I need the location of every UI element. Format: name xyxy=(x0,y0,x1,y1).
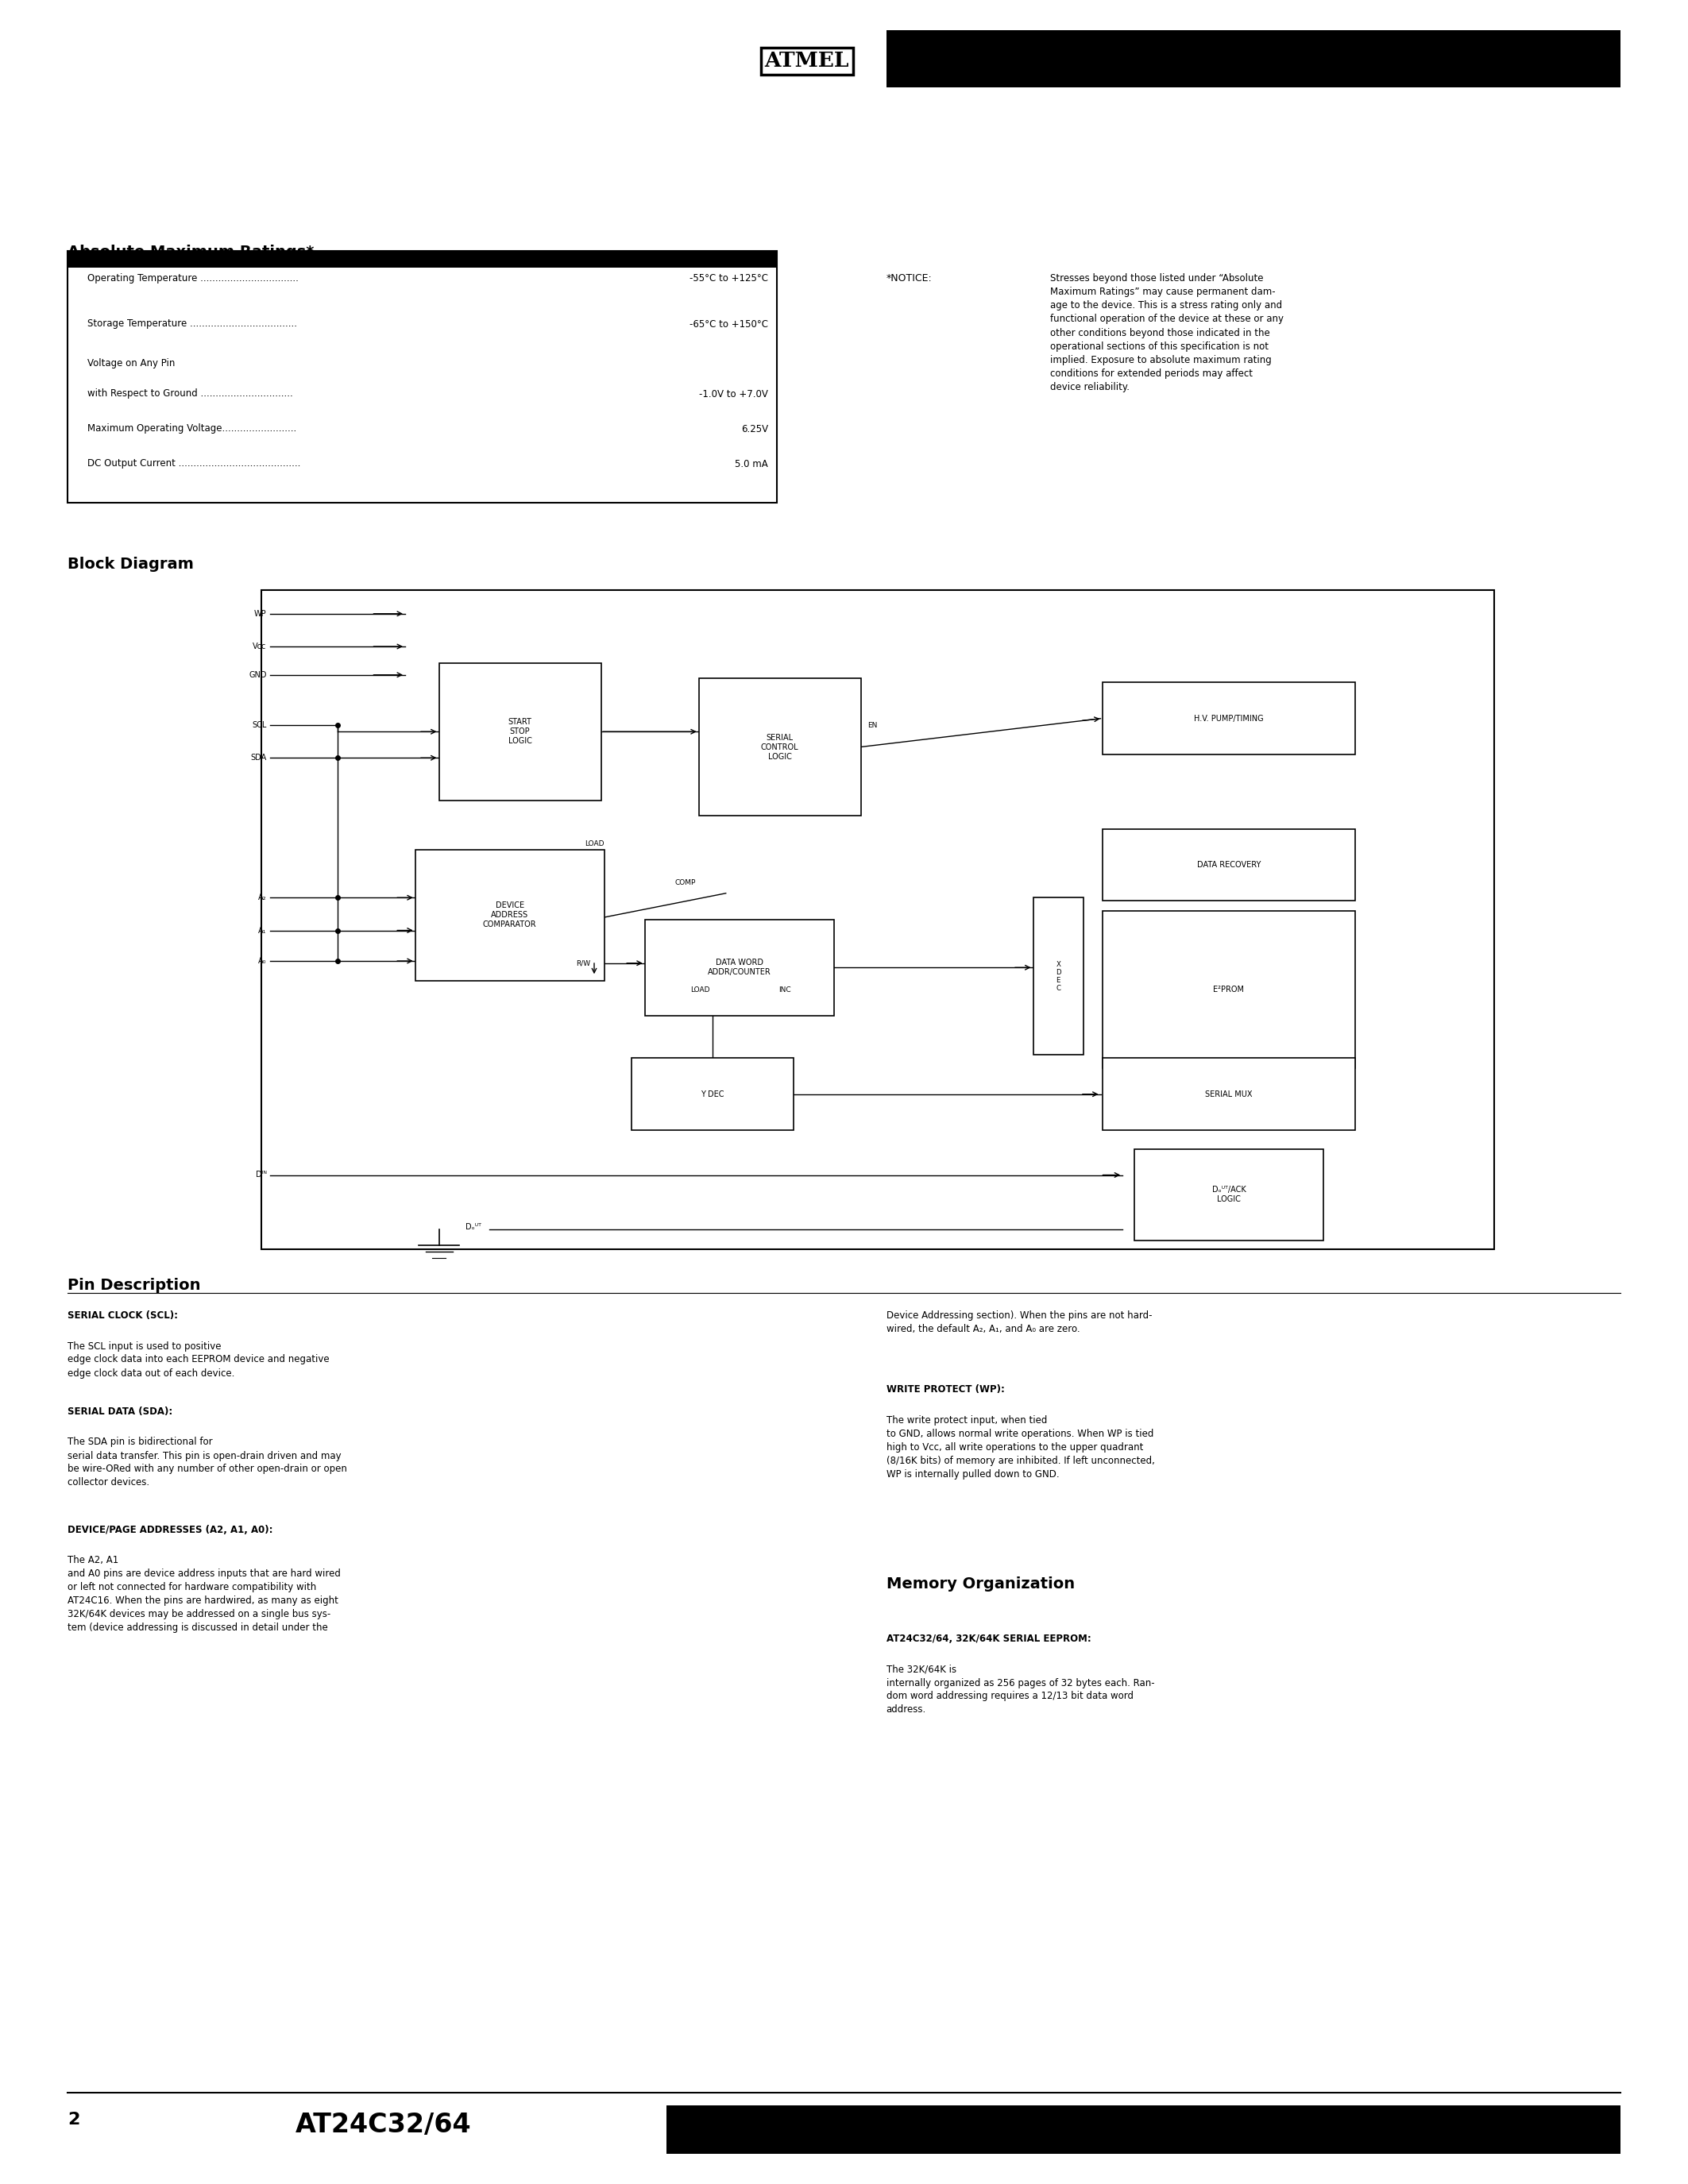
Bar xyxy=(667,2105,1620,2153)
Text: WRITE PROTECT (WP):: WRITE PROTECT (WP): xyxy=(886,1385,1004,1396)
Text: Vᴄᴄ: Vᴄᴄ xyxy=(253,642,267,651)
Text: DATA WORD
ADDR/COUNTER: DATA WORD ADDR/COUNTER xyxy=(707,959,771,976)
Bar xyxy=(1102,830,1355,902)
Text: AT24C32/64: AT24C32/64 xyxy=(295,2112,471,2138)
Text: A₁: A₁ xyxy=(258,926,267,935)
Text: Device Addressing section). When the pins are not hard-
wired, the default A₂, A: Device Addressing section). When the pin… xyxy=(886,1310,1151,1334)
Text: Dₒᵁᵀ: Dₒᵁᵀ xyxy=(466,1223,481,1232)
Text: Dᴵᴺ: Dᴵᴺ xyxy=(255,1171,267,1179)
Bar xyxy=(1102,681,1355,753)
Text: SERIAL MUX: SERIAL MUX xyxy=(1205,1090,1252,1099)
Text: Pin Description: Pin Description xyxy=(68,1278,201,1293)
Text: COMP: COMP xyxy=(675,880,695,887)
Text: The write protect input, when tied
to GND, allows normal write operations. When : The write protect input, when tied to GN… xyxy=(886,1415,1155,1479)
Bar xyxy=(415,850,604,981)
Text: -65°C to +150°C: -65°C to +150°C xyxy=(689,319,768,330)
Text: Voltage on Any Pin: Voltage on Any Pin xyxy=(88,358,176,369)
Text: GND: GND xyxy=(248,670,267,679)
Bar xyxy=(645,919,834,1016)
Text: Block Diagram: Block Diagram xyxy=(68,557,194,572)
Bar xyxy=(699,677,861,815)
Text: A₂: A₂ xyxy=(258,893,267,902)
Text: A₀: A₀ xyxy=(258,957,267,965)
Text: 2: 2 xyxy=(68,2112,79,2127)
Bar xyxy=(1134,1149,1323,1241)
Text: AT24C32/64, 32K/64K SERIAL EEPROM:: AT24C32/64, 32K/64K SERIAL EEPROM: xyxy=(886,1634,1090,1645)
Bar xyxy=(1102,1059,1355,1131)
Text: Y DEC: Y DEC xyxy=(701,1090,724,1099)
Text: SERIAL DATA (SDA):: SERIAL DATA (SDA): xyxy=(68,1406,172,1417)
Text: -55°C to +125°C: -55°C to +125°C xyxy=(689,273,768,284)
Text: *NOTICE:: *NOTICE: xyxy=(886,273,932,284)
Text: Operating Temperature .................................: Operating Temperature ..................… xyxy=(88,273,299,284)
Text: DC Output Current .........................................: DC Output Current ......................… xyxy=(88,459,300,470)
Bar xyxy=(262,590,1494,1249)
Text: SERIAL CLOCK (SCL):: SERIAL CLOCK (SCL): xyxy=(68,1310,177,1321)
Text: -1.0V to +7.0V: -1.0V to +7.0V xyxy=(699,389,768,400)
Text: ATMEL: ATMEL xyxy=(765,50,849,72)
Text: H.V. PUMP/TIMING: H.V. PUMP/TIMING xyxy=(1193,714,1264,723)
Text: Maximum Operating Voltage.........................: Maximum Operating Voltage...............… xyxy=(88,424,297,435)
Text: Storage Temperature ....................................: Storage Temperature ....................… xyxy=(88,319,297,330)
Text: 5.0 mA: 5.0 mA xyxy=(734,459,768,470)
Text: WP: WP xyxy=(255,609,267,618)
Bar xyxy=(1033,898,1084,1055)
Text: LOAD: LOAD xyxy=(690,987,711,994)
Text: R/W: R/W xyxy=(576,959,591,968)
Text: 6.25V: 6.25V xyxy=(741,424,768,435)
Bar xyxy=(886,31,1620,87)
Text: SCL: SCL xyxy=(252,721,267,729)
Text: The 32K/64K is
internally organized as 256 pages of 32 bytes each. Ran-
dom word: The 32K/64K is internally organized as 2… xyxy=(886,1664,1155,1714)
Text: Memory Organization: Memory Organization xyxy=(886,1577,1075,1592)
Text: START
STOP
LOGIC: START STOP LOGIC xyxy=(508,719,532,745)
Text: Absolute Maximum Ratings*: Absolute Maximum Ratings* xyxy=(68,245,314,260)
Text: X
D
E
C: X D E C xyxy=(1055,961,1062,992)
Text: E²PROM: E²PROM xyxy=(1214,985,1244,994)
Bar xyxy=(68,251,776,502)
Text: DATA RECOVERY: DATA RECOVERY xyxy=(1197,860,1261,869)
Text: LOAD: LOAD xyxy=(584,841,604,847)
Text: The SCL input is used to positive
edge clock data into each EEPROM device and ne: The SCL input is used to positive edge c… xyxy=(68,1341,329,1378)
Text: The A2, A1
and A0 pins are device address inputs that are hard wired
or left not: The A2, A1 and A0 pins are device addres… xyxy=(68,1555,341,1634)
Bar xyxy=(1102,911,1355,1068)
Text: with Respect to Ground ...............................: with Respect to Ground .................… xyxy=(88,389,294,400)
Bar xyxy=(631,1059,793,1131)
Text: Dₒᵁᵀ/ACK
LOGIC: Dₒᵁᵀ/ACK LOGIC xyxy=(1212,1186,1246,1203)
Text: SERIAL
CONTROL
LOGIC: SERIAL CONTROL LOGIC xyxy=(761,734,798,760)
Text: SDA: SDA xyxy=(250,753,267,762)
Text: Stresses beyond those listed under “Absolute
Maximum Ratings” may cause permanen: Stresses beyond those listed under “Abso… xyxy=(1050,273,1283,393)
Bar xyxy=(68,251,776,269)
Text: EN: EN xyxy=(868,723,878,729)
Text: The SDA pin is bidirectional for
serial data transfer. This pin is open-drain dr: The SDA pin is bidirectional for serial … xyxy=(68,1437,348,1487)
Bar xyxy=(439,662,601,799)
Text: DEVICE
ADDRESS
COMPARATOR: DEVICE ADDRESS COMPARATOR xyxy=(483,902,537,928)
Text: DEVICE/PAGE ADDRESSES (A2, A1, A0):: DEVICE/PAGE ADDRESSES (A2, A1, A0): xyxy=(68,1524,273,1535)
Text: INC: INC xyxy=(778,987,792,994)
